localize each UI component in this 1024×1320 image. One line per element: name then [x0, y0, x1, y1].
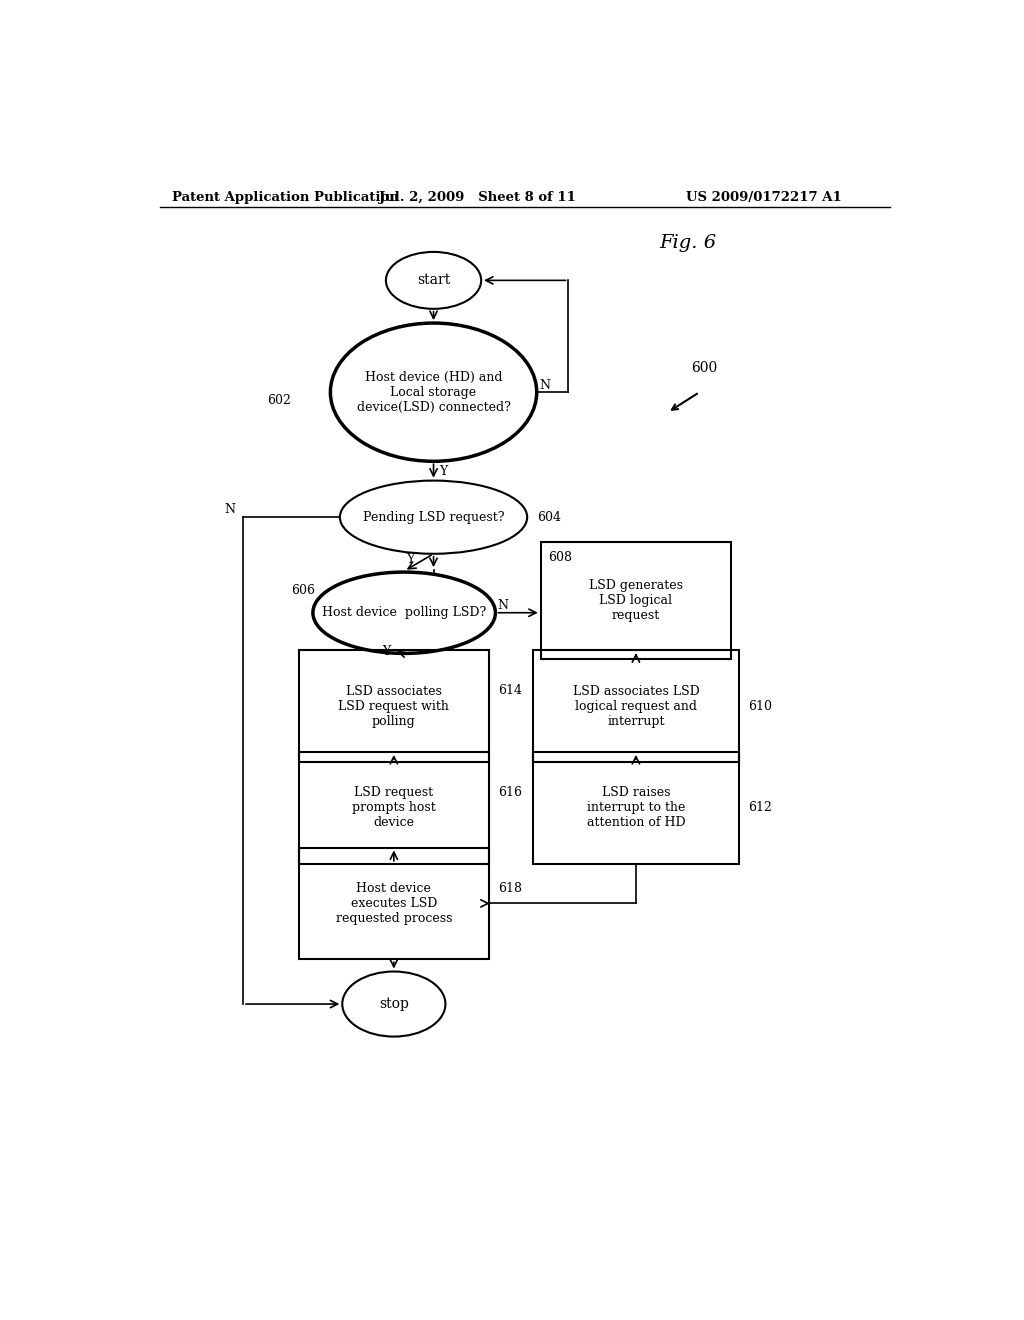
- Text: US 2009/0172217 A1: US 2009/0172217 A1: [686, 190, 842, 203]
- Text: Y: Y: [406, 553, 414, 566]
- Text: LSD generates
LSD logical
request: LSD generates LSD logical request: [589, 579, 683, 622]
- Bar: [541, 541, 731, 660]
- Bar: [299, 847, 489, 960]
- Text: N: N: [224, 503, 236, 516]
- Text: LSD raises
interrupt to the
attention of HD: LSD raises interrupt to the attention of…: [587, 787, 685, 829]
- Text: Jul. 2, 2009   Sheet 8 of 11: Jul. 2, 2009 Sheet 8 of 11: [379, 190, 575, 203]
- Text: Host device  polling LSD?: Host device polling LSD?: [322, 606, 486, 619]
- Text: start: start: [417, 273, 451, 288]
- Text: Host device
executes LSD
requested process: Host device executes LSD requested proce…: [336, 882, 453, 925]
- Bar: [299, 752, 489, 863]
- Text: LSD associates
LSD request with
polling: LSD associates LSD request with polling: [338, 685, 450, 727]
- Bar: [532, 651, 739, 762]
- Text: Y: Y: [439, 465, 447, 478]
- Text: 610: 610: [749, 700, 772, 713]
- Text: 600: 600: [691, 360, 718, 375]
- Text: 618: 618: [499, 882, 522, 895]
- Text: Fig. 6: Fig. 6: [659, 234, 717, 252]
- Text: Patent Application Publication: Patent Application Publication: [172, 190, 398, 203]
- Text: Y: Y: [382, 645, 390, 657]
- Text: 602: 602: [267, 393, 291, 407]
- Text: LSD request
prompts host
device: LSD request prompts host device: [352, 787, 436, 829]
- Text: Host device (HD) and
Local storage
device(LSD) connected?: Host device (HD) and Local storage devic…: [356, 371, 511, 413]
- Text: 614: 614: [499, 685, 522, 697]
- Text: 612: 612: [749, 801, 772, 814]
- Bar: [532, 752, 739, 863]
- Text: N: N: [498, 599, 509, 612]
- Text: stop: stop: [379, 997, 409, 1011]
- Text: 616: 616: [499, 787, 522, 799]
- Text: 608: 608: [549, 552, 572, 565]
- Text: Pending LSD request?: Pending LSD request?: [362, 511, 504, 524]
- Text: 604: 604: [537, 511, 561, 524]
- Bar: [299, 651, 489, 762]
- Text: 606: 606: [291, 583, 314, 597]
- Text: LSD associates LSD
logical request and
interrupt: LSD associates LSD logical request and i…: [572, 685, 699, 727]
- Text: N: N: [539, 379, 550, 392]
